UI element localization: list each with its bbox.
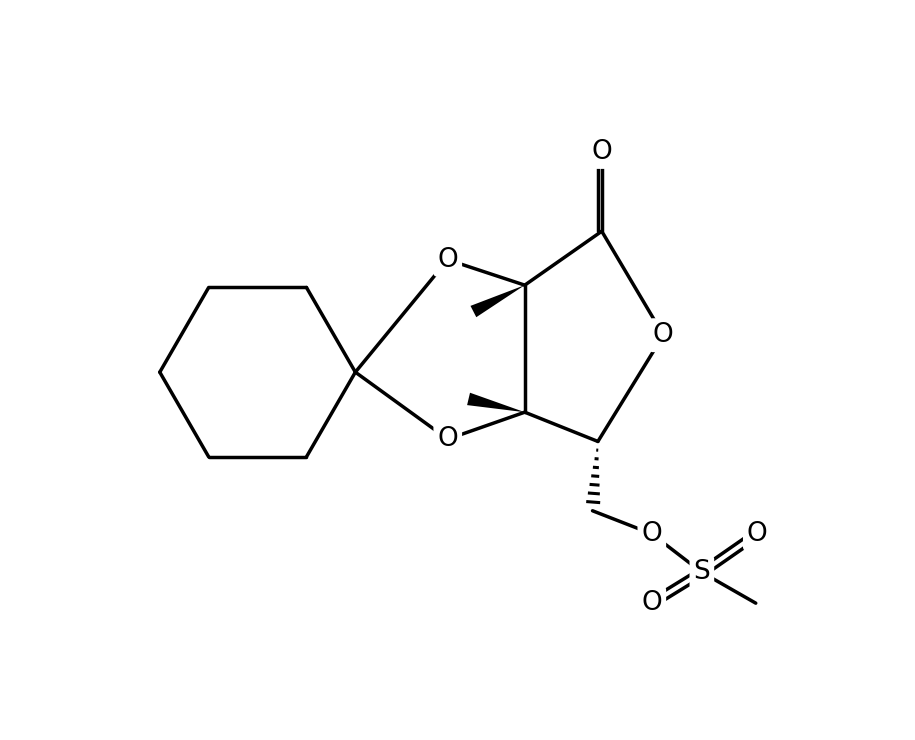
Text: O: O [653,322,673,349]
Text: S: S [694,559,710,585]
Text: O: O [437,246,458,273]
Text: O: O [591,139,612,165]
Polygon shape [467,393,525,412]
Text: O: O [747,521,768,547]
Polygon shape [470,285,525,317]
Text: O: O [437,426,458,452]
Text: O: O [641,521,662,547]
Text: O: O [641,591,662,616]
